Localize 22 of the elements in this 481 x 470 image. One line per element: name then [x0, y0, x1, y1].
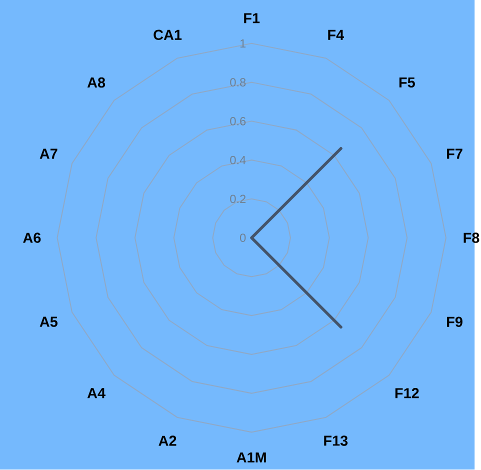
y-tick-label: 0.8: [230, 78, 246, 87]
spoke-label: F4: [328, 30, 344, 40]
spoke-label: A7: [40, 148, 58, 159]
spoke-label: F12: [395, 388, 419, 398]
spoke-label: CA1: [154, 30, 182, 40]
spoke-label: A1M: [236, 452, 266, 463]
spoke-label: F1: [244, 13, 260, 24]
spoke-label: A4: [87, 388, 106, 398]
spoke-label: A2: [158, 436, 176, 446]
spoke-label: F13: [324, 436, 348, 446]
y-tick-label: 0.6: [230, 117, 246, 126]
spoke-label: A6: [23, 232, 41, 244]
spoke-label: F8: [464, 232, 480, 244]
y-tick-label: 1: [240, 40, 246, 48]
spoke-label: A8: [87, 78, 106, 88]
y-tick-label: 0: [240, 234, 246, 242]
y-tick-label: 0.4: [230, 156, 246, 164]
spoke-label: F5: [399, 78, 415, 88]
y-tick-label: 0.2: [230, 194, 246, 204]
spoke-label: F9: [447, 316, 462, 328]
spoke-label: F7: [447, 148, 462, 159]
spoke-label: A5: [40, 316, 58, 328]
